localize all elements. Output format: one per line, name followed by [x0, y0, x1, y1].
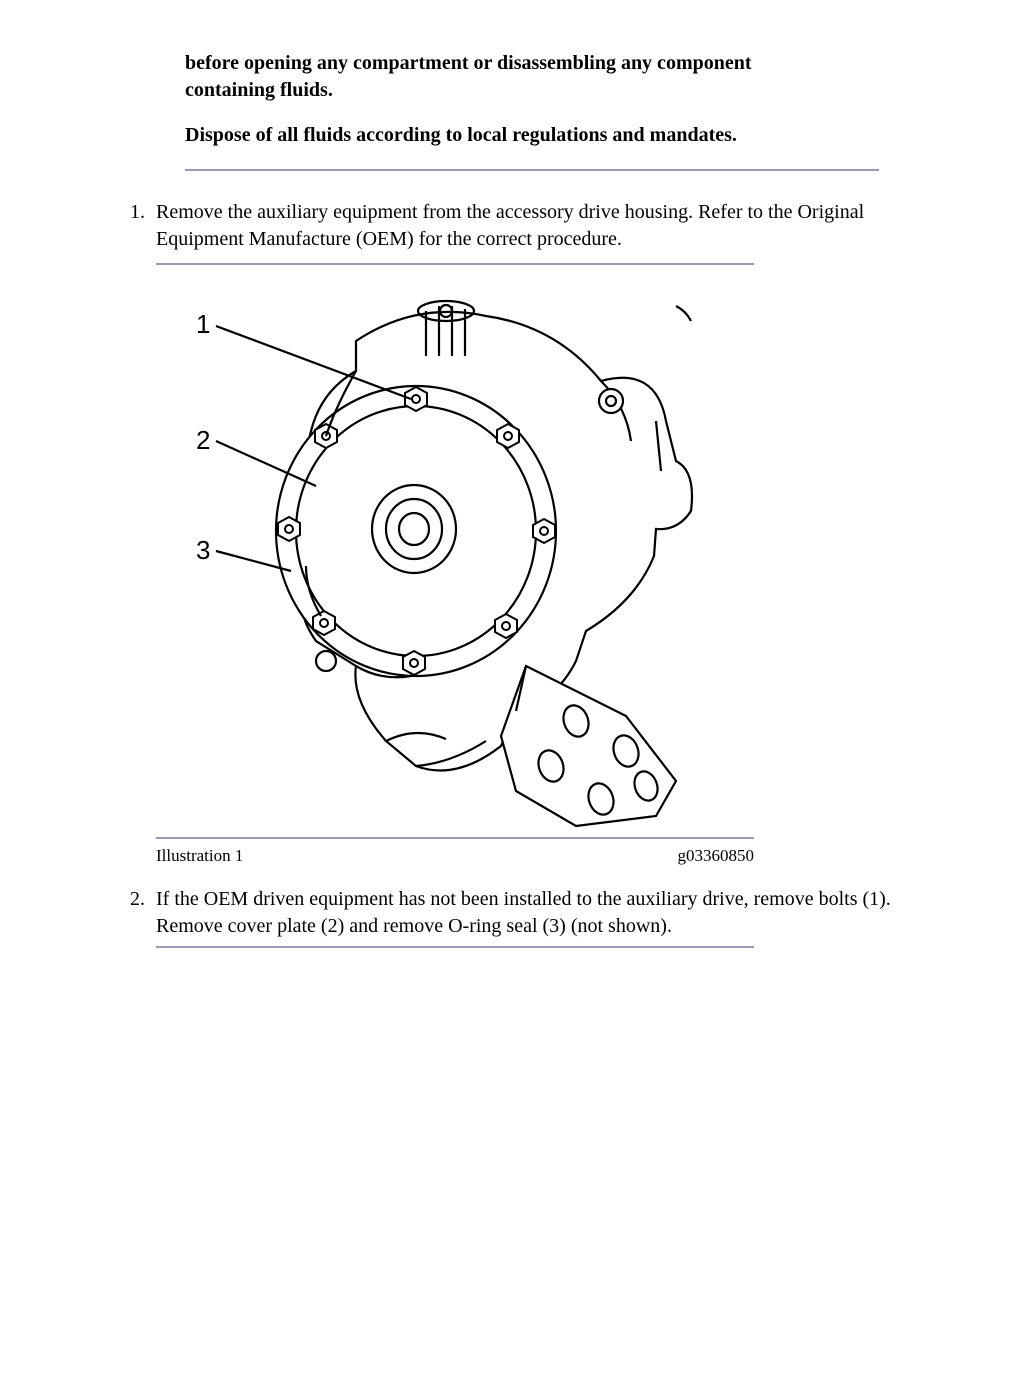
illustration-caption: Illustration 1 g03360850 — [156, 845, 754, 868]
warning-block: before opening any compartment or disass… — [185, 50, 824, 149]
step-1-text: Remove the auxiliary equipment from the … — [156, 201, 864, 250]
illustration-1: 1 2 3 — [156, 271, 716, 831]
step-2: If the OEM driven equipment has not been… — [150, 886, 954, 948]
page: before opening any compartment or disass… — [0, 0, 1024, 1008]
step-1: Remove the auxiliary equipment from the … — [150, 199, 954, 868]
step-2-divider — [156, 946, 754, 948]
illustration-label: Illustration 1 — [156, 845, 243, 868]
warning-text-1: before opening any compartment or disass… — [185, 50, 824, 104]
step-2-text: If the OEM driven equipment has not been… — [156, 888, 891, 937]
drive-housing-svg: 1 2 3 — [156, 271, 716, 831]
callout-3: 3 — [196, 535, 210, 565]
callout-1: 1 — [196, 309, 210, 339]
divider — [185, 169, 879, 171]
figure-block: 1 2 3 Illustration 1 g03360850 — [156, 263, 954, 868]
illustration-id: g03360850 — [678, 845, 755, 868]
step-list: Remove the auxiliary equipment from the … — [110, 199, 954, 948]
figure-divider-bottom — [156, 837, 754, 839]
warning-text-2: Dispose of all fluids according to local… — [185, 122, 824, 149]
figure-divider-top — [156, 263, 754, 265]
callout-2: 2 — [196, 425, 210, 455]
